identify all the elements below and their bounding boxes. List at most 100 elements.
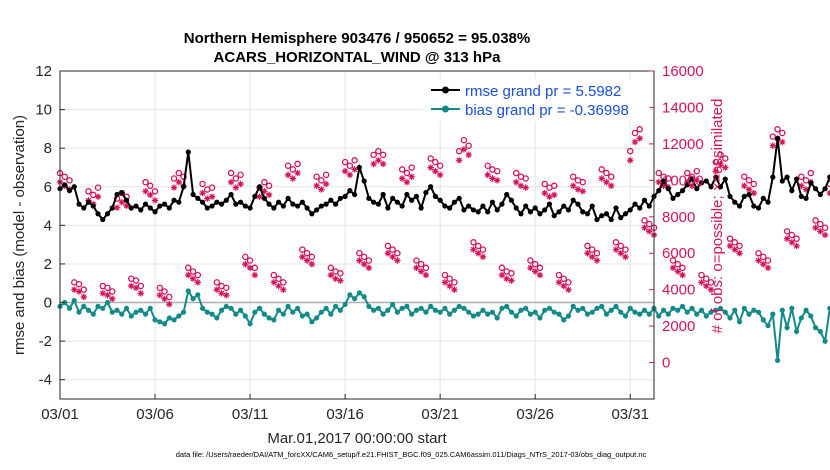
plot-area <box>60 71 654 399</box>
series-lines <box>57 135 830 364</box>
bias-point <box>527 311 534 317</box>
rmse-point <box>774 135 781 142</box>
rmse-point <box>613 205 619 211</box>
obs-possible-point <box>356 249 363 257</box>
obs-assimilated-point <box>346 171 354 179</box>
obs-possible-point <box>322 171 330 179</box>
obs-possible-point <box>726 235 734 242</box>
obs-assimilated-point <box>712 168 719 175</box>
rmse-point <box>256 184 263 190</box>
obs-possible-point <box>579 178 586 186</box>
obs-possible-point <box>783 228 791 235</box>
obs-possible-point <box>308 253 316 261</box>
bias-point <box>180 309 187 315</box>
obs-assimilated-point <box>551 191 558 199</box>
obs-assimilated-point <box>313 182 320 189</box>
obs-possible-point <box>679 264 686 272</box>
obs-possible-point <box>151 188 159 195</box>
obs-possible-point <box>498 264 506 272</box>
obs-possible-point <box>550 182 558 190</box>
obs-possible-point <box>807 169 815 177</box>
rmse-point <box>166 205 172 211</box>
rmse-point <box>727 193 733 200</box>
obs-possible-point <box>465 142 472 149</box>
bias-point <box>546 305 553 311</box>
rmse-point <box>746 191 752 198</box>
bias-point <box>133 309 139 315</box>
obs-assimilated-point <box>246 264 254 271</box>
bias-point <box>480 307 486 313</box>
obs-assimilated-point <box>826 189 830 197</box>
bias-point <box>223 303 229 309</box>
obs-possible-point <box>512 169 520 177</box>
rmse-point <box>461 207 467 213</box>
bias-point <box>447 311 453 317</box>
obs-assimilated-point <box>517 182 525 189</box>
obs-possible-point <box>541 180 548 188</box>
obs-assimilated-point <box>403 178 411 186</box>
obs-possible-point <box>237 171 244 179</box>
rmse-point <box>285 195 291 201</box>
obs-possible-point <box>413 257 420 264</box>
obs-possible-point <box>736 242 743 250</box>
bias-point <box>138 307 144 313</box>
obs-assimilated-point <box>793 242 800 250</box>
x-tick-label: 03/01 <box>41 406 79 423</box>
obs-assimilated-point <box>318 186 325 193</box>
obs-assimilated-point <box>156 291 163 299</box>
rmse-point <box>694 186 700 192</box>
bias-point <box>489 309 496 315</box>
legend-rmse-marker <box>442 86 449 94</box>
rmse-point <box>233 201 239 207</box>
bias-point <box>361 294 367 300</box>
bias-point <box>190 296 196 302</box>
obs-possible-point <box>417 260 425 268</box>
rmse-point <box>361 178 367 184</box>
rmse-point <box>722 176 728 182</box>
bias-point <box>299 313 305 319</box>
obs-assimilated-point <box>365 264 373 271</box>
obs-assimilated-point <box>356 257 363 264</box>
bias-point <box>808 313 814 319</box>
rmse-point <box>551 213 557 219</box>
obs-possible-point <box>612 239 620 246</box>
rmse-point <box>394 199 400 205</box>
bias-point <box>437 309 443 315</box>
y-right-tick-label: 16000 <box>662 63 704 80</box>
bias-point <box>199 305 206 311</box>
y-right-tick-label: 4000 <box>662 282 695 299</box>
obs-possible-point <box>313 173 320 180</box>
rmse-point <box>119 189 125 196</box>
obs-possible-point <box>617 242 624 250</box>
legend-rmse-label: rmse grand pr = 5.5982 <box>465 83 621 100</box>
obs-assimilated-point <box>394 257 401 264</box>
bias-point <box>413 307 419 313</box>
rmse-point <box>670 195 676 201</box>
obs-possible-point <box>147 182 154 190</box>
obs-possible-point <box>812 217 819 224</box>
rmse-point <box>713 174 719 180</box>
obs-possible-point <box>479 246 487 253</box>
bias-point <box>684 309 690 315</box>
bias-point <box>147 305 153 311</box>
obs-possible-point <box>132 277 140 284</box>
y-right-tick-label: 10000 <box>662 172 704 189</box>
rmse-point <box>195 195 201 201</box>
bias-point <box>565 313 572 319</box>
obs-possible-point <box>284 162 292 170</box>
bias-point <box>337 307 343 313</box>
rmse-point <box>299 199 305 205</box>
obs-assimilated-point <box>655 178 662 186</box>
rmse-point <box>589 203 595 209</box>
bias-point <box>589 309 595 315</box>
rmse-point <box>770 174 776 180</box>
obs-possible-point <box>246 257 254 264</box>
obs-assimilated-point <box>760 260 767 268</box>
y-left-tick-label: 12 <box>35 63 52 80</box>
bias-point <box>670 305 676 311</box>
bias-point <box>285 303 291 309</box>
obs-possible-point <box>337 270 344 277</box>
obs-assimilated-point <box>161 295 168 302</box>
obs-assimilated-point <box>798 182 805 189</box>
rmse-point <box>765 199 771 205</box>
